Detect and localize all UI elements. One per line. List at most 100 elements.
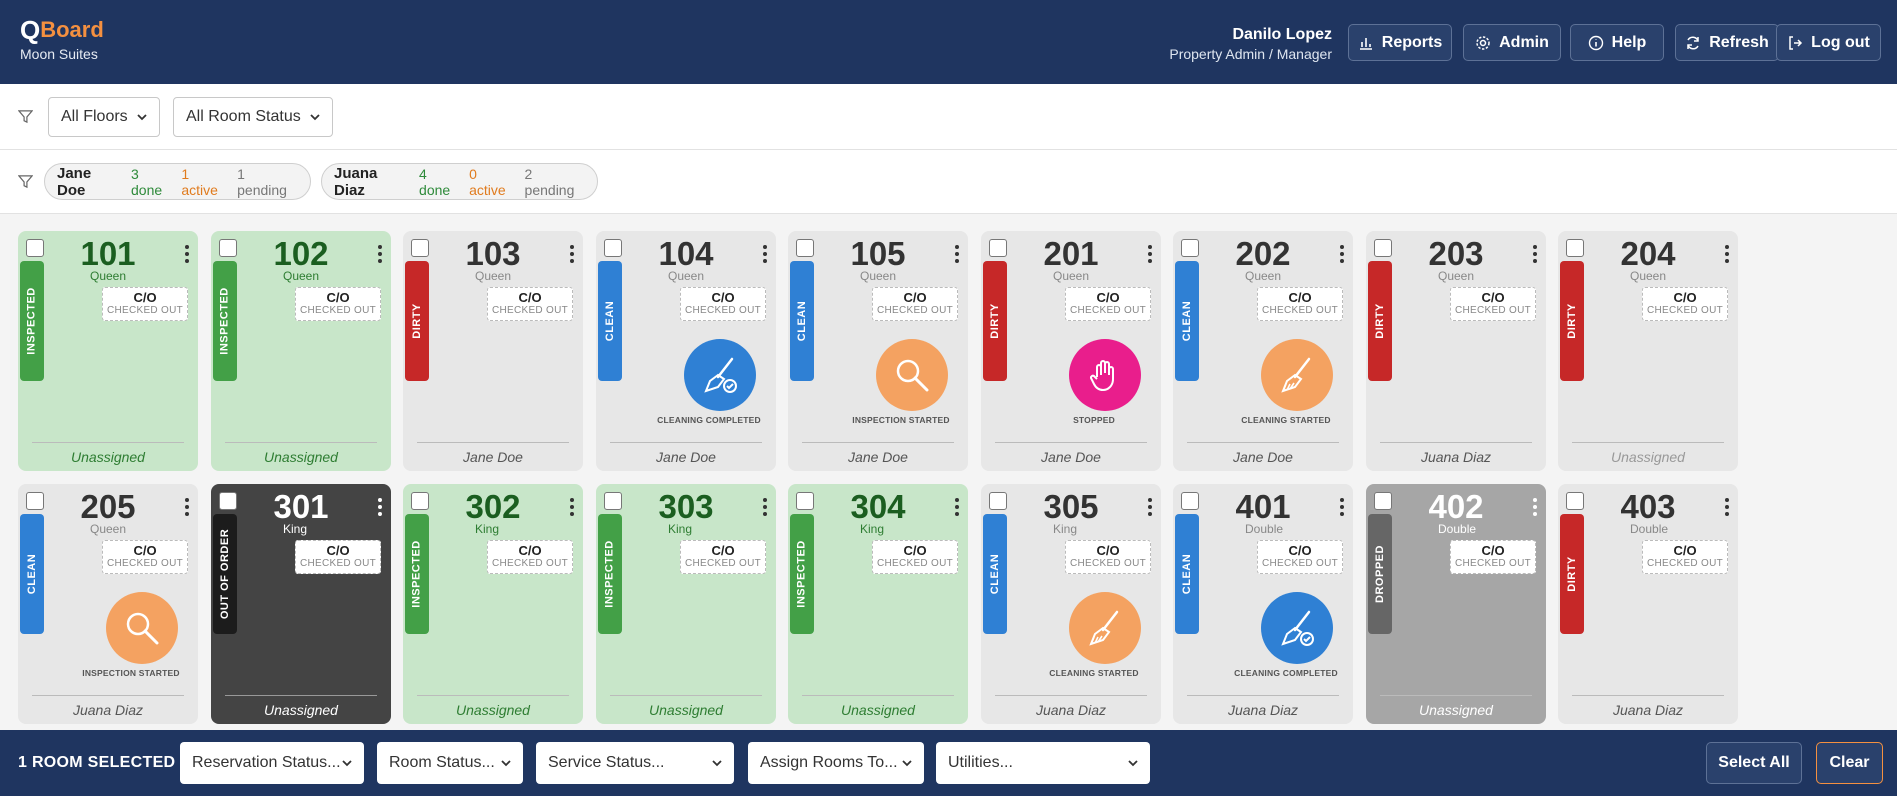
housekeeper-chip-juana-diaz[interactable]: Juana Diaz 4 done 0 active 2 pending [321,163,598,200]
room-assignee[interactable]: Juana Diaz [72,702,144,718]
kebab-menu-icon[interactable] [1145,243,1155,265]
room-assignee[interactable]: Unassigned [456,702,530,718]
room-card-205[interactable]: CLEAN 205 Queen C/O CHECKED OUT INSPECTI… [18,484,198,724]
room-status-tag[interactable]: DROPPED [1368,514,1392,634]
reports-button[interactable]: Reports [1348,24,1452,61]
kebab-menu-icon[interactable] [567,243,577,265]
room-select-checkbox[interactable] [604,492,622,510]
service-status-select[interactable]: Service Status... [536,742,734,784]
room-select-checkbox[interactable] [1374,492,1392,510]
room-select-checkbox[interactable] [604,239,622,257]
room-card-202[interactable]: CLEAN 202 Queen C/O CHECKED OUT CLEANING… [1173,231,1353,471]
room-select-checkbox[interactable] [1566,492,1584,510]
kebab-menu-icon[interactable] [375,496,385,518]
room-card-401[interactable]: CLEAN 401 Double C/O CHECKED OUT CLEANIN… [1173,484,1353,724]
room-assignee[interactable]: Unassigned [649,702,723,718]
room-card-402[interactable]: DROPPED 402 Double C/O CHECKED OUT Unass… [1366,484,1546,724]
room-assignee[interactable]: Unassigned [841,702,915,718]
room-assignee[interactable]: Unassigned [1419,702,1493,718]
room-status-tag[interactable]: DIRTY [1560,514,1584,634]
kebab-menu-icon[interactable] [1337,243,1347,265]
room-card-204[interactable]: DIRTY 204 Queen C/O CHECKED OUT Unassign… [1558,231,1738,471]
refresh-button[interactable]: Refresh [1675,24,1779,61]
room-card-102[interactable]: INSPECTED 102 Queen C/O CHECKED OUT Unas… [211,231,391,471]
room-assignee[interactable]: Jane Doe [1041,449,1101,465]
room-status-tag[interactable]: CLEAN [20,514,44,634]
room-status-tag[interactable]: OUT OF ORDER [213,514,237,634]
room-assignee[interactable]: Jane Doe [848,449,908,465]
room-card-305[interactable]: CLEAN 305 King C/O CHECKED OUT CLEANING … [981,484,1161,724]
housekeeper-chip-jane-doe[interactable]: Jane Doe 3 done 1 active 1 pending [44,163,311,200]
room-status-action-select[interactable]: Room Status... [377,742,523,784]
room-select-checkbox[interactable] [26,239,44,257]
room-status-tag[interactable]: DIRTY [983,261,1007,381]
kebab-menu-icon[interactable] [952,243,962,265]
room-select-checkbox[interactable] [26,492,44,510]
room-status-tag[interactable]: CLEAN [1175,261,1199,381]
logout-button[interactable]: Log out [1776,24,1881,61]
room-status-tag[interactable]: DIRTY [405,261,429,381]
room-select-checkbox[interactable] [989,239,1007,257]
room-card-303[interactable]: INSPECTED 303 King C/O CHECKED OUT Unass… [596,484,776,724]
room-assignee[interactable]: Unassigned [264,449,338,465]
room-status-tag[interactable]: INSPECTED [405,514,429,634]
room-select-checkbox[interactable] [411,239,429,257]
kebab-menu-icon[interactable] [1530,243,1540,265]
room-status-tag[interactable]: CLEAN [983,514,1007,634]
kebab-menu-icon[interactable] [1722,496,1732,518]
room-status-tag[interactable]: INSPECTED [20,261,44,381]
kebab-menu-icon[interactable] [1145,496,1155,518]
utilities-select[interactable]: Utilities... [936,742,1150,784]
room-assignee[interactable]: Jane Doe [1233,449,1293,465]
room-status-tag[interactable]: DIRTY [1368,261,1392,381]
room-card-103[interactable]: DIRTY 103 Queen C/O CHECKED OUT Jane Doe [403,231,583,471]
clear-button[interactable]: Clear [1816,742,1883,784]
room-assignee[interactable]: Jane Doe [463,449,523,465]
room-assignee[interactable]: Juana Diaz [1035,702,1107,718]
room-select-checkbox[interactable] [796,239,814,257]
room-assignee[interactable]: Unassigned [71,449,145,465]
kebab-menu-icon[interactable] [375,243,385,265]
room-status-tag[interactable]: CLEAN [598,261,622,381]
room-card-301[interactable]: OUT OF ORDER 301 King C/O CHECKED OUT Un… [211,484,391,724]
service-status-badge[interactable] [684,339,756,411]
room-card-105[interactable]: CLEAN 105 Queen C/O CHECKED OUT INSPECTI… [788,231,968,471]
room-card-101[interactable]: INSPECTED 101 Queen C/O CHECKED OUT Unas… [18,231,198,471]
room-select-checkbox[interactable] [796,492,814,510]
room-assignee[interactable]: Jane Doe [656,449,716,465]
room-card-203[interactable]: DIRTY 203 Queen C/O CHECKED OUT Juana Di… [1366,231,1546,471]
assign-rooms-select[interactable]: Assign Rooms To... [748,742,924,784]
help-button[interactable]: Help [1570,24,1664,61]
room-select-checkbox[interactable] [1181,492,1199,510]
service-status-badge[interactable] [1069,339,1141,411]
service-status-badge[interactable] [876,339,948,411]
room-card-104[interactable]: CLEAN 104 Queen C/O CHECKED OUT CLEANING… [596,231,776,471]
kebab-menu-icon[interactable] [1530,496,1540,518]
room-card-302[interactable]: INSPECTED 302 King C/O CHECKED OUT Unass… [403,484,583,724]
service-status-badge[interactable] [1069,592,1141,664]
room-card-201[interactable]: DIRTY 201 Queen C/O CHECKED OUT STOPPED … [981,231,1161,471]
room-card-403[interactable]: DIRTY 403 Double C/O CHECKED OUT Juana D… [1558,484,1738,724]
room-status-tag[interactable]: DIRTY [1560,261,1584,381]
floor-select[interactable]: All Floors [48,97,160,137]
room-status-select[interactable]: All Room Status [173,97,333,137]
room-select-checkbox[interactable] [1181,239,1199,257]
room-status-tag[interactable]: INSPECTED [213,261,237,381]
service-status-badge[interactable] [106,592,178,664]
room-select-checkbox[interactable] [1566,239,1584,257]
kebab-menu-icon[interactable] [182,496,192,518]
room-assignee[interactable]: Juana Diaz [1612,702,1684,718]
room-card-304[interactable]: INSPECTED 304 King C/O CHECKED OUT Unass… [788,484,968,724]
room-select-checkbox[interactable] [219,492,237,510]
room-select-checkbox[interactable] [1374,239,1392,257]
kebab-menu-icon[interactable] [952,496,962,518]
service-status-badge[interactable] [1261,339,1333,411]
kebab-menu-icon[interactable] [1722,243,1732,265]
reservation-status-select[interactable]: Reservation Status... [180,742,364,784]
kebab-menu-icon[interactable] [1337,496,1347,518]
room-select-checkbox[interactable] [219,239,237,257]
room-select-checkbox[interactable] [411,492,429,510]
service-status-badge[interactable] [1261,592,1333,664]
room-select-checkbox[interactable] [989,492,1007,510]
kebab-menu-icon[interactable] [760,496,770,518]
